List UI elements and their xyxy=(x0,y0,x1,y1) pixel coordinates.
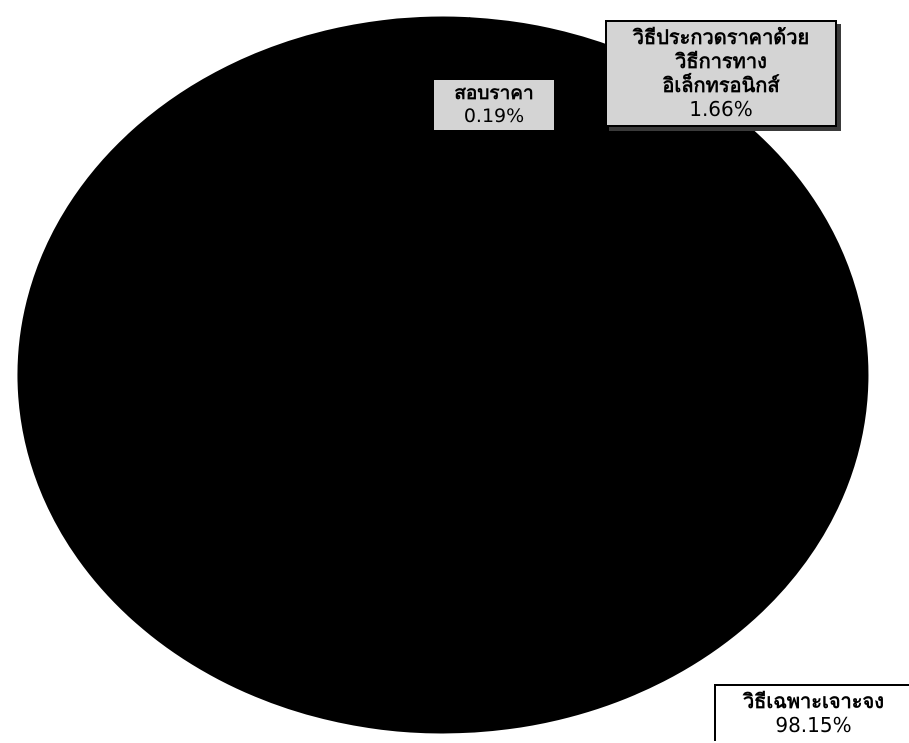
pie-slice-specific-method xyxy=(17,16,869,734)
data-label-specific-method: วิธีเฉพาะเจาะจง 98.15% xyxy=(714,684,909,741)
data-label-value: 98.15% xyxy=(775,713,852,737)
data-label-e-bidding: วิธีประกวดราคาด้วย วิธีการทาง อิเล็กทรอน… xyxy=(605,20,837,127)
data-label-category: สอบราคา xyxy=(454,82,534,104)
data-label-value: 0.19% xyxy=(463,104,525,127)
data-label-value: 1.66% xyxy=(689,97,753,121)
data-label-category: วิธีเฉพาะเจาะจง xyxy=(742,689,885,713)
data-label-category-line-2: วิธีการทาง xyxy=(675,49,767,73)
data-label-price-inquiry: สอบราคา 0.19% xyxy=(434,80,554,130)
data-label-category-line-1: วิธีประกวดราคาด้วย xyxy=(632,25,810,49)
data-label-category-line-3: อิเล็กทรอนิกส์ xyxy=(662,73,780,97)
